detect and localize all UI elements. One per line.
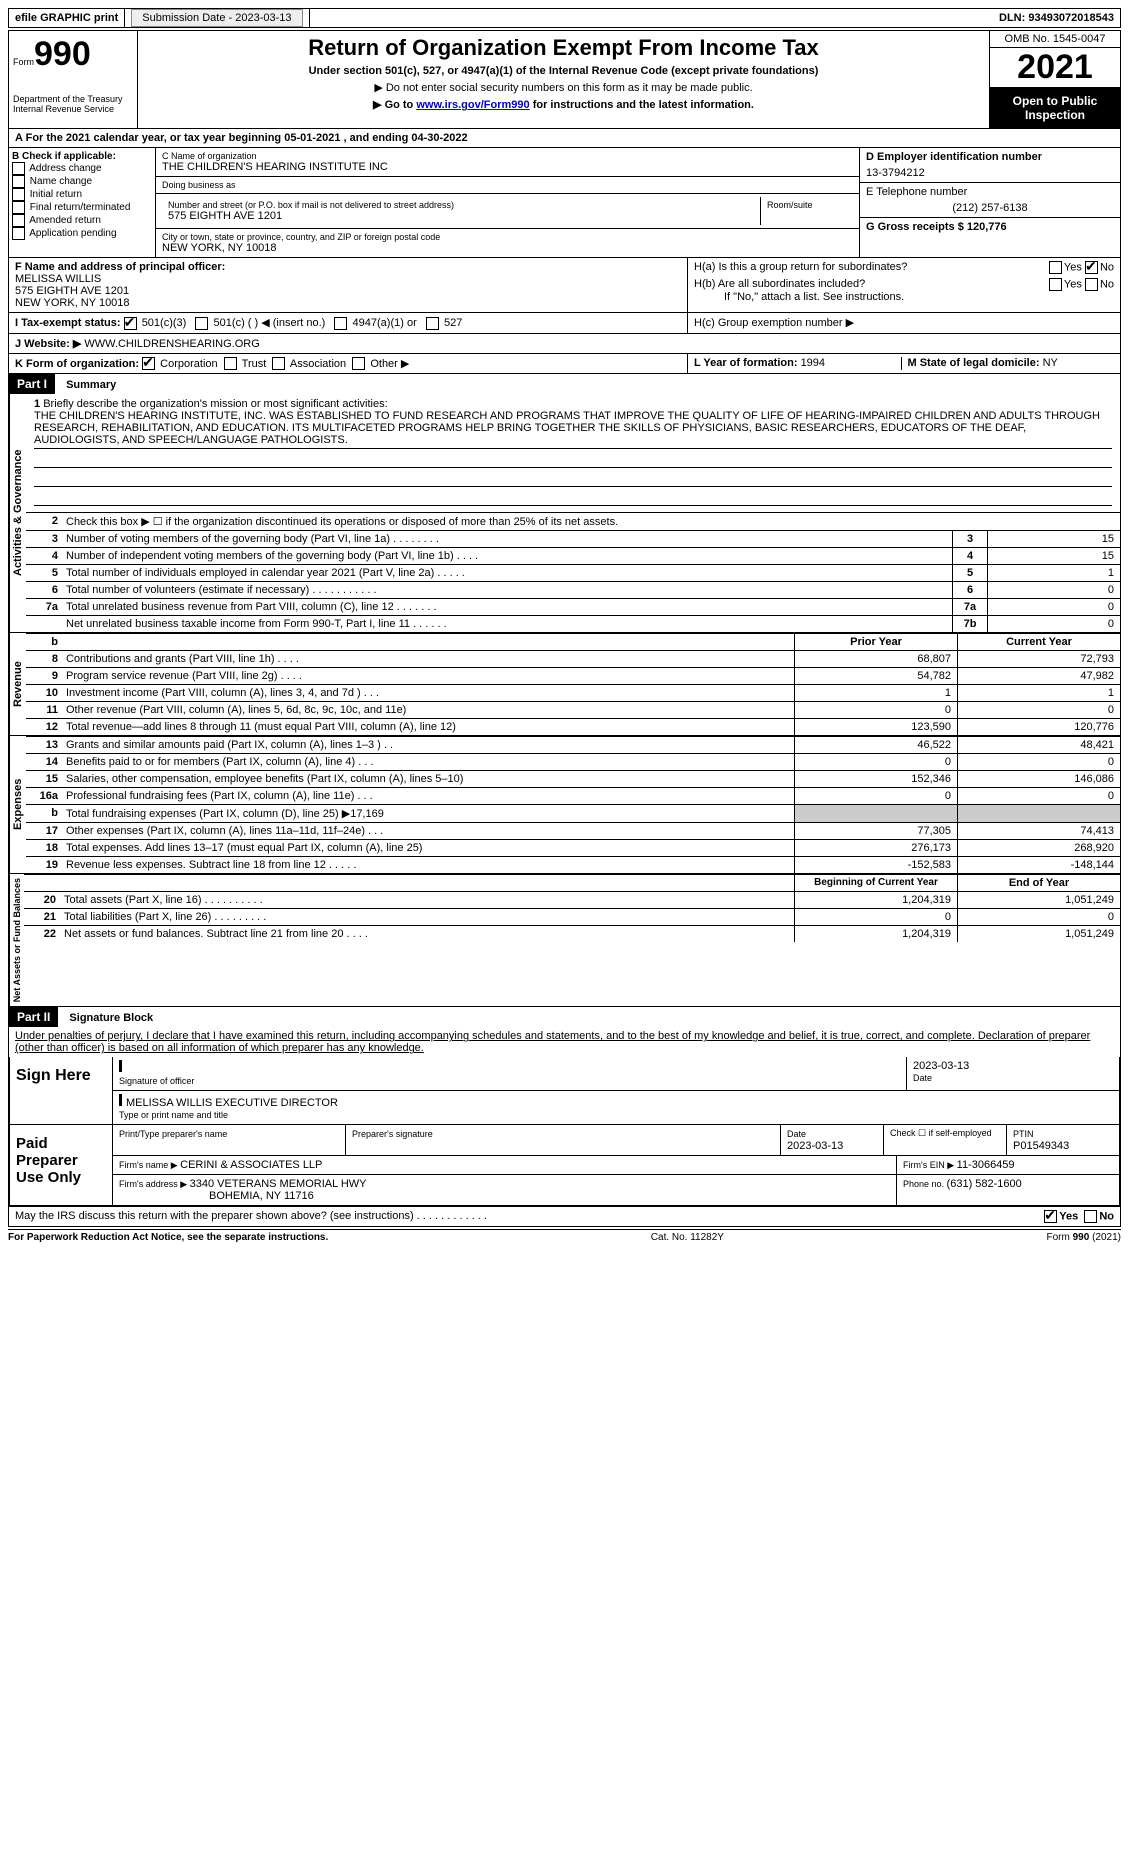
header-right: OMB No. 1545-0047 2021 Open to Public In…: [990, 31, 1120, 128]
section-a: A For the 2021 calendar year, or tax yea…: [8, 129, 1121, 148]
summary-line: 22Net assets or fund balances. Subtract …: [24, 925, 1120, 942]
irs-label: Internal Revenue Service: [13, 104, 133, 114]
summary-line: 11Other revenue (Part VIII, column (A), …: [26, 701, 1120, 718]
section-b: B Check if applicable: Address change Na…: [9, 148, 156, 257]
open-public-badge: Open to Public Inspection: [990, 88, 1120, 128]
paid-preparer-block: Paid Preparer Use Only Print/Type prepar…: [9, 1125, 1120, 1206]
summary-line: 9Program service revenue (Part VIII, lin…: [26, 667, 1120, 684]
summary-line: 4Number of independent voting members of…: [26, 547, 1120, 564]
subtitle-1: Under section 501(c), 527, or 4947(a)(1)…: [142, 65, 985, 77]
summary-line: 16aProfessional fundraising fees (Part I…: [26, 787, 1120, 804]
street-label: Number and street (or P.O. box if mail i…: [168, 200, 754, 210]
part1-badge: Part I: [9, 374, 55, 394]
part2-badge: Part II: [9, 1007, 58, 1027]
summary-line: bTotal fundraising expenses (Part IX, co…: [26, 804, 1120, 822]
sign-here-block: Sign Here Signature of officer 2023-03-1…: [9, 1057, 1120, 1125]
summary-line: 6Total number of volunteers (estimate if…: [26, 581, 1120, 598]
summary-line: 7aTotal unrelated business revenue from …: [26, 598, 1120, 615]
section-deg: D Employer identification number 13-3794…: [860, 148, 1120, 257]
section-bcdefg: B Check if applicable: Address change Na…: [8, 148, 1121, 258]
ein-label: D Employer identification number: [866, 151, 1042, 163]
subtitle-3: ▶ Go to www.irs.gov/Form990 for instruct…: [142, 98, 985, 111]
city-label: City or town, state or province, country…: [162, 232, 853, 242]
summary-line: 14Benefits paid to or for members (Part …: [26, 753, 1120, 770]
summary-line: 20Total assets (Part X, line 16) . . . .…: [24, 891, 1120, 908]
discuss-row: May the IRS discuss this return with the…: [9, 1206, 1120, 1226]
ein-value: 13-3794212: [866, 167, 1114, 179]
summary-line: 8Contributions and grants (Part VIII, li…: [26, 650, 1120, 667]
section-j: J Website: ▶ WWW.CHILDRENSHEARING.ORG: [8, 334, 1121, 354]
header-center: Return of Organization Exempt From Incom…: [138, 31, 990, 128]
section-i: I Tax-exempt status: 501(c)(3) 501(c) ( …: [8, 313, 1121, 334]
summary-line: 10Investment income (Part VIII, column (…: [26, 684, 1120, 701]
dept-treasury: Department of the Treasury: [13, 94, 133, 104]
section-c: C Name of organization THE CHILDREN'S HE…: [156, 148, 860, 257]
vert-governance: Activities & Governance: [9, 394, 26, 632]
summary-line: 21Total liabilities (Part X, line 26) . …: [24, 908, 1120, 925]
subtitle-2: ▶ Do not enter social security numbers o…: [142, 81, 985, 94]
summary-line: 13Grants and similar amounts paid (Part …: [26, 736, 1120, 753]
part1-name: Summary: [58, 379, 116, 391]
vert-netassets: Net Assets or Fund Balances: [9, 874, 24, 1006]
part-1: Part I Summary Activities & Governance 1…: [8, 374, 1121, 1007]
summary-line: 5Total number of individuals employed in…: [26, 564, 1120, 581]
submission-button[interactable]: Submission Date - 2023-03-13: [131, 9, 302, 27]
summary-line: 12Total revenue—add lines 8 through 11 (…: [26, 718, 1120, 735]
header-left: Form990 Department of the Treasury Inter…: [9, 31, 138, 128]
part2-name: Signature Block: [61, 1012, 153, 1024]
phone-label: E Telephone number: [866, 186, 1114, 198]
form-header: Form990 Department of the Treasury Inter…: [8, 30, 1121, 129]
section-klm: K Form of organization: Corporation Trus…: [8, 354, 1121, 375]
section-h: H(a) Is this a group return for subordin…: [688, 258, 1120, 312]
part-2: Part II Signature Block Under penalties …: [8, 1007, 1121, 1227]
vert-revenue: Revenue: [9, 633, 26, 735]
summary-line: 17Other expenses (Part IX, column (A), l…: [26, 822, 1120, 839]
section-f: F Name and address of principal officer:…: [9, 258, 688, 312]
street-value: 575 EIGHTH AVE 1201: [168, 210, 754, 222]
summary-line: 18Total expenses. Add lines 13–17 (must …: [26, 839, 1120, 856]
irs-link[interactable]: www.irs.gov/Form990: [416, 99, 529, 111]
page-footer: For Paperwork Reduction Act Notice, see …: [8, 1229, 1121, 1243]
section-hc: H(c) Group exemption number ▶: [688, 313, 1120, 333]
mission-text: THE CHILDREN'S HEARING INSTITUTE, INC. W…: [34, 410, 1112, 449]
gross-receipts: G Gross receipts $ 120,776: [866, 221, 1007, 233]
efile-label: efile GRAPHIC print: [9, 9, 125, 27]
form-title: Return of Organization Exempt From Incom…: [142, 35, 985, 61]
org-name-label: C Name of organization: [162, 151, 853, 161]
summary-line: 15Salaries, other compensation, employee…: [26, 770, 1120, 787]
top-bar: efile GRAPHIC print Submission Date - 20…: [8, 8, 1121, 28]
phone-value: (212) 257-6138: [866, 202, 1114, 214]
submission-date: Submission Date - 2023-03-13: [125, 9, 309, 27]
summary-line: Net unrelated business taxable income fr…: [26, 615, 1120, 632]
room-label: Room/suite: [767, 200, 847, 210]
summary-line: 3Number of voting members of the governi…: [26, 530, 1120, 547]
dln: DLN: 93493072018543: [310, 9, 1120, 27]
tax-year: 2021: [990, 48, 1120, 88]
summary-line: 19Revenue less expenses. Subtract line 1…: [26, 856, 1120, 873]
perjury-declaration: Under penalties of perjury, I declare th…: [9, 1027, 1120, 1057]
section-fh: F Name and address of principal officer:…: [8, 258, 1121, 313]
vert-expenses: Expenses: [9, 736, 26, 873]
city-value: NEW YORK, NY 10018: [162, 242, 853, 254]
dba-label: Doing business as: [162, 180, 853, 190]
omb: OMB No. 1545-0047: [990, 31, 1120, 48]
org-name: THE CHILDREN'S HEARING INSTITUTE INC: [162, 161, 853, 173]
